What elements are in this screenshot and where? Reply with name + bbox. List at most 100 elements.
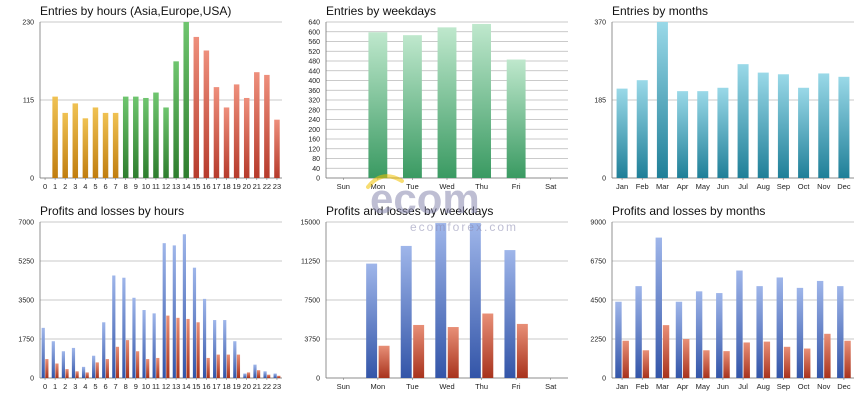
y-tick-label: 120 xyxy=(308,146,320,153)
bar xyxy=(182,234,186,378)
chart-title: Profits and losses by months xyxy=(612,204,765,218)
y-tick-label: 0 xyxy=(602,176,606,183)
x-tick-label: 3 xyxy=(73,382,77,391)
x-tick-label: 18 xyxy=(222,382,230,391)
bar xyxy=(156,357,160,378)
y-tick-label: 370 xyxy=(594,20,606,27)
bar xyxy=(636,80,648,178)
x-tick-label: May xyxy=(696,382,710,391)
bar xyxy=(697,91,709,178)
bar xyxy=(378,345,390,378)
chart-title: Entries by weekdays xyxy=(326,4,436,18)
chart-svg: Entries by months 0 185 370 Jan Feb Mar Apr May J… xyxy=(594,4,854,191)
bar xyxy=(273,373,277,378)
bar xyxy=(233,341,237,378)
x-tick-label: 6 xyxy=(103,382,107,391)
bar xyxy=(264,74,270,178)
x-tick-label: Mon xyxy=(371,382,386,391)
bar xyxy=(61,351,65,378)
bar xyxy=(516,323,528,378)
bar xyxy=(213,320,217,378)
x-tick-label: Thu xyxy=(475,182,488,191)
bar xyxy=(246,372,251,378)
x-tick-label: 15 xyxy=(192,382,200,391)
x-tick-label: 14 xyxy=(182,382,190,391)
x-tick-label: 10 xyxy=(142,382,150,391)
x-tick-label: 10 xyxy=(142,182,150,191)
bar xyxy=(226,354,230,378)
x-tick-label: 22 xyxy=(263,382,271,391)
y-tick-label: 360 xyxy=(308,88,320,95)
x-tick-label: 7 xyxy=(114,382,118,391)
x-tick-label: 15 xyxy=(192,182,200,191)
y-tick-label: 15000 xyxy=(301,220,321,227)
watermark-swoosh xyxy=(366,174,404,189)
watermark-wordmark: ecom xyxy=(370,175,480,222)
bar xyxy=(263,371,267,378)
bar xyxy=(166,315,170,378)
bar xyxy=(142,310,146,378)
bar xyxy=(777,74,789,178)
bar xyxy=(133,96,139,178)
x-tick-label: 8 xyxy=(124,382,128,391)
bar xyxy=(482,313,494,378)
y-tick-label: 480 xyxy=(308,59,320,66)
x-tick-label: 18 xyxy=(222,182,230,191)
bar xyxy=(504,250,516,378)
y-tick-label: 115 xyxy=(23,98,34,105)
x-tick-label: 0 xyxy=(43,382,47,391)
y-tick-label: 200 xyxy=(308,127,320,134)
y-tick-label: 5250 xyxy=(18,259,34,266)
bar xyxy=(716,293,723,378)
y-tick-label: 0 xyxy=(30,376,34,383)
bar xyxy=(763,341,771,378)
x-tick-label: 21 xyxy=(253,182,261,191)
bar xyxy=(122,96,129,178)
x-tick-label: Mon xyxy=(371,182,386,191)
bar xyxy=(447,327,459,378)
x-tick-label: Sat xyxy=(545,382,557,391)
y-tick-label: 40 xyxy=(312,166,320,173)
bar xyxy=(223,107,230,178)
bar xyxy=(837,286,844,378)
x-tick-label: Feb xyxy=(636,382,649,391)
bar xyxy=(193,36,200,178)
chart-panel-pl-months: Profits and losses by months 0 2250 4500 675… xyxy=(572,200,858,400)
x-tick-label: Wed xyxy=(439,382,454,391)
x-tick-label: Sun xyxy=(337,382,350,391)
bar xyxy=(736,270,743,378)
y-tick-label: 320 xyxy=(308,98,320,105)
x-tick-label: Dec xyxy=(837,382,851,391)
bar xyxy=(695,291,703,378)
bar xyxy=(838,76,850,178)
bar xyxy=(257,370,261,378)
x-tick-label: 5 xyxy=(93,382,97,391)
x-tick-label: Aug xyxy=(757,182,770,191)
bar xyxy=(81,366,86,378)
bar xyxy=(202,298,207,378)
bar xyxy=(71,347,76,378)
y-tick-label: 0 xyxy=(316,176,320,183)
bar xyxy=(756,286,763,378)
bar xyxy=(683,339,690,378)
bar xyxy=(233,84,240,178)
x-tick-label: 16 xyxy=(202,182,210,191)
y-tick-label: 400 xyxy=(308,78,320,85)
bar xyxy=(267,374,271,378)
bar xyxy=(798,87,810,178)
y-tick-label: 560 xyxy=(308,39,320,46)
y-tick-label: 80 xyxy=(312,156,320,163)
x-tick-label: Mar xyxy=(656,182,669,191)
bar xyxy=(146,359,150,378)
x-tick-label: 8 xyxy=(124,182,128,191)
x-tick-label: May xyxy=(696,182,710,191)
y-tick-label: 4500 xyxy=(590,298,606,305)
bar xyxy=(783,346,791,378)
x-tick-label: 9 xyxy=(134,382,138,391)
y-tick-label: 3500 xyxy=(18,298,34,305)
bar xyxy=(757,72,769,178)
x-tick-label: 19 xyxy=(232,182,240,191)
bar xyxy=(176,317,180,378)
bar xyxy=(62,112,68,178)
bar xyxy=(615,301,622,378)
